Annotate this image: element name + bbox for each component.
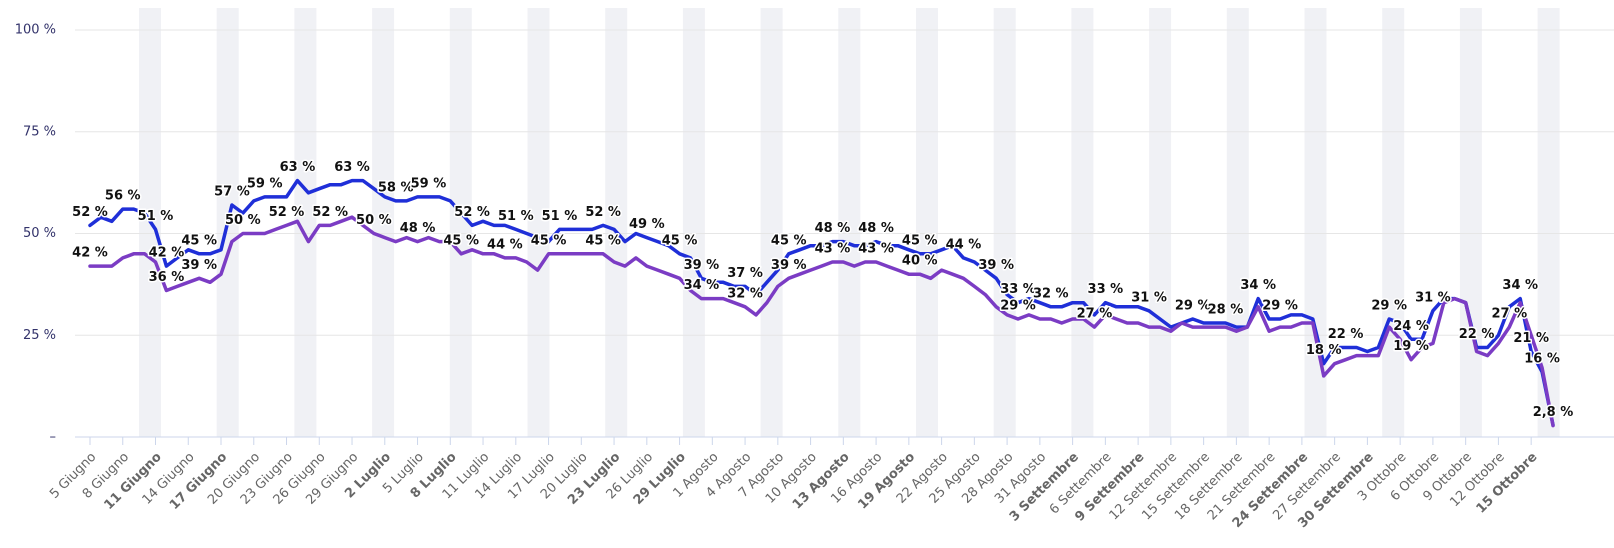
data-label: 40 % bbox=[902, 254, 938, 269]
data-label: 45 % bbox=[181, 233, 217, 248]
data-label: 27 % bbox=[1492, 307, 1528, 322]
data-label: 45 % bbox=[585, 233, 621, 248]
data-label: 51 % bbox=[498, 209, 534, 224]
weekend-band bbox=[1226, 8, 1249, 437]
data-label: 16 % bbox=[1524, 351, 1560, 366]
data-label: 59 % bbox=[247, 176, 283, 191]
data-label: 29 % bbox=[1371, 298, 1407, 313]
weekend-band bbox=[372, 8, 395, 437]
data-label: 34 % bbox=[1240, 278, 1276, 293]
data-label: 36 % bbox=[149, 270, 185, 285]
data-label: 48 % bbox=[858, 221, 894, 236]
series-line bbox=[88, 178, 1555, 427]
data-label: 52 % bbox=[585, 205, 621, 220]
y-tick-label: 50 % bbox=[23, 226, 56, 241]
weekend-band bbox=[449, 8, 472, 437]
weekend-band bbox=[294, 8, 317, 437]
data-label: 2,8 % bbox=[1533, 405, 1574, 420]
data-label: 50 % bbox=[225, 213, 261, 228]
data-label: 44 % bbox=[487, 237, 523, 252]
data-label: 48 % bbox=[815, 221, 851, 236]
weekend-band bbox=[993, 8, 1016, 437]
data-label: 52 % bbox=[312, 205, 348, 220]
data-label: 57 % bbox=[214, 185, 250, 200]
data-label: 22 % bbox=[1459, 327, 1495, 342]
data-label: 52 % bbox=[72, 205, 108, 220]
data-label: 21 % bbox=[1513, 331, 1549, 346]
weekend-band bbox=[1459, 8, 1482, 437]
data-label: 27 % bbox=[1077, 307, 1113, 322]
data-label: 31 % bbox=[1415, 290, 1451, 305]
data-label: 43 % bbox=[815, 241, 851, 256]
data-label: 45 % bbox=[662, 233, 698, 248]
data-label: 49 % bbox=[629, 217, 665, 232]
data-label: 29 % bbox=[1000, 298, 1036, 313]
data-label: 63 % bbox=[280, 160, 316, 175]
data-label: 31 % bbox=[1131, 290, 1167, 305]
data-label: 37 % bbox=[727, 266, 763, 281]
data-label: 52 % bbox=[269, 205, 305, 220]
data-label: 39 % bbox=[978, 258, 1014, 273]
data-label: 63 % bbox=[334, 160, 370, 175]
data-label: 45 % bbox=[771, 233, 807, 248]
weekend-band bbox=[1149, 8, 1172, 437]
data-label: 39 % bbox=[771, 258, 807, 273]
data-label: 19 % bbox=[1393, 339, 1429, 354]
weekend-band bbox=[760, 8, 783, 437]
data-label: 48 % bbox=[400, 221, 436, 236]
data-label: 34 % bbox=[684, 278, 720, 293]
weekend-band bbox=[682, 8, 705, 437]
weekend-band bbox=[527, 8, 550, 437]
data-label: 34 % bbox=[1502, 278, 1538, 293]
y-tick-label: 100 % bbox=[15, 23, 56, 38]
data-label: 59 % bbox=[411, 176, 447, 191]
data-label: 45 % bbox=[531, 233, 567, 248]
data-label: 28 % bbox=[1208, 303, 1244, 318]
data-label: 51 % bbox=[542, 209, 578, 224]
data-label: 39 % bbox=[181, 258, 217, 273]
weekend-band bbox=[838, 8, 861, 437]
data-label: 29 % bbox=[1262, 298, 1298, 313]
data-label: 42 % bbox=[72, 246, 108, 261]
data-label: 44 % bbox=[946, 237, 982, 252]
data-label: 52 % bbox=[454, 205, 490, 220]
weekend-band bbox=[1382, 8, 1405, 437]
weekend-band bbox=[1537, 8, 1560, 437]
weekend-band bbox=[916, 8, 938, 437]
y-tick-label: 25 % bbox=[23, 328, 56, 343]
data-label: 51 % bbox=[138, 209, 174, 224]
data-label: 56 % bbox=[105, 189, 141, 204]
data-label: 45 % bbox=[902, 233, 938, 248]
data-label: 33 % bbox=[1088, 282, 1124, 297]
weekend-band bbox=[1071, 8, 1094, 437]
weekend-band bbox=[605, 8, 628, 437]
data-label: 45 % bbox=[443, 233, 479, 248]
data-label: 39 % bbox=[684, 258, 720, 273]
data-label: 43 % bbox=[858, 241, 894, 256]
weekend-band bbox=[1304, 8, 1327, 437]
data-label: 29 % bbox=[1175, 298, 1211, 313]
y-tick-label: – bbox=[50, 430, 57, 445]
data-label: 22 % bbox=[1328, 327, 1364, 342]
data-label: 50 % bbox=[356, 213, 392, 228]
series-line bbox=[88, 215, 1555, 428]
data-label: 33 % bbox=[1000, 282, 1036, 297]
data-label: 58 % bbox=[378, 180, 414, 195]
data-label: 32 % bbox=[1033, 286, 1069, 301]
y-tick-label: 75 % bbox=[23, 124, 56, 139]
data-label: 24 % bbox=[1393, 319, 1429, 334]
data-label: 32 % bbox=[727, 286, 763, 301]
data-label: 42 % bbox=[149, 246, 185, 261]
data-label: 18 % bbox=[1306, 343, 1342, 358]
